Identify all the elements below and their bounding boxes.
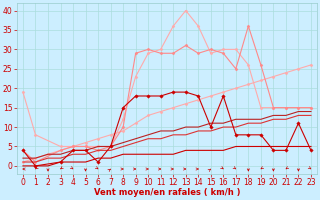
X-axis label: Vent moyen/en rafales ( km/h ): Vent moyen/en rafales ( km/h ) <box>94 188 240 197</box>
